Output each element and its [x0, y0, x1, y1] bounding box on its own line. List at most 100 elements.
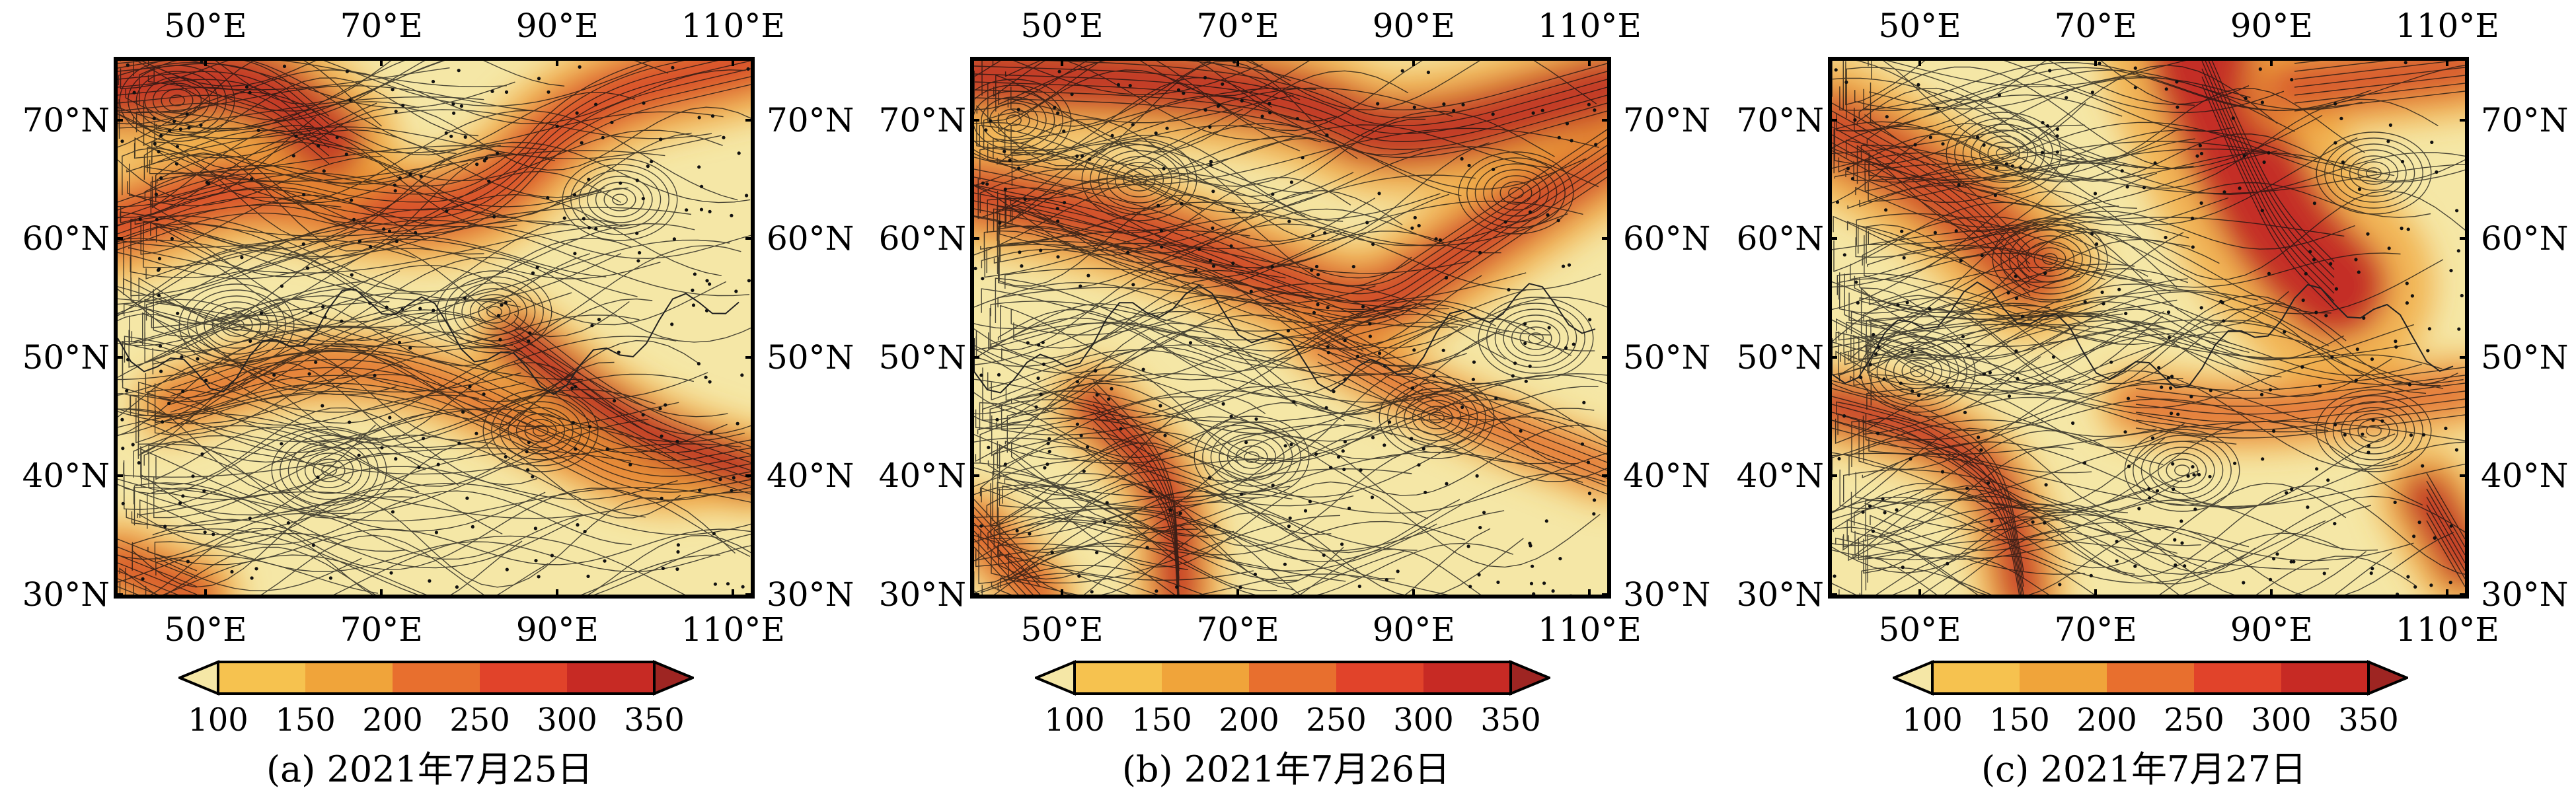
tick-mark: [556, 589, 559, 599]
wind-field-map: [974, 61, 1607, 595]
tick-mark: [1828, 118, 1837, 122]
vortex-streamline: [1474, 163, 1558, 223]
streamline: [997, 480, 1332, 536]
vortex-streamline: [2166, 458, 2199, 482]
streamline-arrowhead: [676, 550, 680, 554]
streamline-arrowhead: [1556, 219, 1560, 223]
vortex-streamline: [204, 301, 270, 349]
streamline: [975, 321, 1595, 351]
streamline-arrowhead: [2354, 379, 2358, 383]
streamline: [1832, 310, 2164, 385]
streamline: [118, 239, 730, 301]
streamline: [513, 361, 751, 495]
streamline-arrowhead: [465, 496, 469, 500]
streamline-arrowhead: [1238, 585, 1242, 589]
latitude-label-left: 70°N: [22, 100, 110, 139]
streamline-arrowhead: [2449, 269, 2453, 273]
streamline: [974, 137, 1607, 287]
streamline-arrowhead: [1287, 525, 1291, 529]
streamline: [118, 106, 751, 171]
streamline-arrowhead: [1158, 404, 1162, 408]
streamline: [143, 435, 351, 484]
streamline-arrowhead: [2170, 412, 2174, 416]
streamline-arrowhead: [660, 496, 663, 500]
vortex-streamline: [313, 458, 346, 482]
streamline-arrowhead: [1244, 441, 1248, 445]
tick-mark: [745, 355, 755, 359]
streamline-arrowhead: [205, 180, 209, 184]
streamline: [151, 141, 502, 184]
vortex-streamline: [1235, 445, 1268, 469]
streamline-arrowhead: [1987, 481, 1990, 485]
streamline: [118, 313, 395, 391]
streamline: [993, 61, 1597, 131]
streamline-arrowhead: [2367, 443, 2370, 448]
vortex-streamline: [445, 276, 544, 347]
streamline: [1848, 263, 2135, 322]
streamline: [118, 79, 330, 141]
longitude-label-top: 50°E: [164, 7, 247, 45]
streamline: [1836, 398, 2329, 431]
streamline: [133, 126, 722, 160]
streamline-arrowhead: [1209, 159, 1213, 164]
streamline: [135, 348, 533, 443]
streamline: [118, 63, 330, 125]
streamline-arrowhead: [1513, 361, 1517, 365]
vortex-streamline: [144, 77, 210, 124]
streamline: [997, 205, 1347, 279]
streamline-arrowhead: [132, 91, 136, 94]
streamline: [130, 374, 416, 416]
streamline-arrowhead: [1326, 345, 1330, 349]
streamline-arrowhead: [1208, 125, 1212, 129]
streamline: [153, 434, 646, 519]
streamline: [975, 389, 1373, 430]
streamline: [974, 516, 1209, 538]
tick-mark: [1061, 57, 1064, 66]
streamline-arrowhead: [1963, 410, 1967, 414]
streamline: [2294, 91, 2465, 112]
streamline-arrowhead: [2137, 507, 2141, 511]
streamline-arrowhead: [245, 85, 249, 89]
streamline-arrowhead: [157, 256, 162, 261]
streamline-arrowhead: [2430, 140, 2434, 144]
streamline-arrowhead: [1993, 194, 1997, 198]
streamline-arrowhead: [1126, 250, 1130, 254]
streamline-arrowhead: [490, 89, 494, 93]
streamline-arrowhead: [254, 567, 258, 571]
streamline-arrowhead: [1519, 429, 1523, 433]
streamline-arrowhead: [1079, 433, 1083, 438]
streamline-arrowhead: [1413, 215, 1417, 220]
streamline: [1832, 252, 2401, 288]
streamline: [144, 299, 526, 393]
streamline: [2294, 61, 2322, 64]
streamline-arrowhead: [1156, 203, 1160, 207]
streamline-arrowhead: [181, 389, 185, 394]
streamline-arrowhead: [389, 571, 393, 575]
streamline-arrowhead: [2127, 464, 2131, 468]
streamline-arrowhead: [2004, 162, 2009, 166]
streamline-arrowhead: [710, 114, 715, 118]
streamline-arrowhead: [1308, 499, 1312, 503]
streamline-arrowhead: [387, 229, 392, 233]
streamline-arrowhead: [120, 139, 124, 143]
streamline-arrowhead: [463, 135, 467, 139]
streamline-arrowhead: [1283, 444, 1287, 448]
colorbar-tick-label: 300: [1393, 702, 1454, 739]
streamline-arrowhead: [250, 177, 254, 181]
streamline-arrowhead: [1094, 369, 1098, 373]
latitude-label-right: 30°N: [767, 575, 854, 614]
streamline-arrowhead: [741, 585, 745, 589]
streamline-arrowhead: [736, 421, 739, 425]
streamline: [980, 507, 1505, 552]
streamline-arrowhead: [2272, 557, 2276, 561]
streamline: [1837, 273, 2123, 318]
streamline: [974, 322, 1298, 425]
streamline-arrowhead: [586, 574, 590, 579]
streamline: [1845, 157, 2084, 203]
longitude-label-bottom: 90°E: [2230, 610, 2313, 649]
streamline-arrowhead: [1240, 492, 1244, 496]
latitude-label-right: 50°N: [2481, 338, 2569, 377]
streamline-arrowhead: [2429, 583, 2433, 587]
streamline-arrowhead: [260, 311, 264, 315]
streamline-arrowhead: [1902, 256, 1906, 260]
